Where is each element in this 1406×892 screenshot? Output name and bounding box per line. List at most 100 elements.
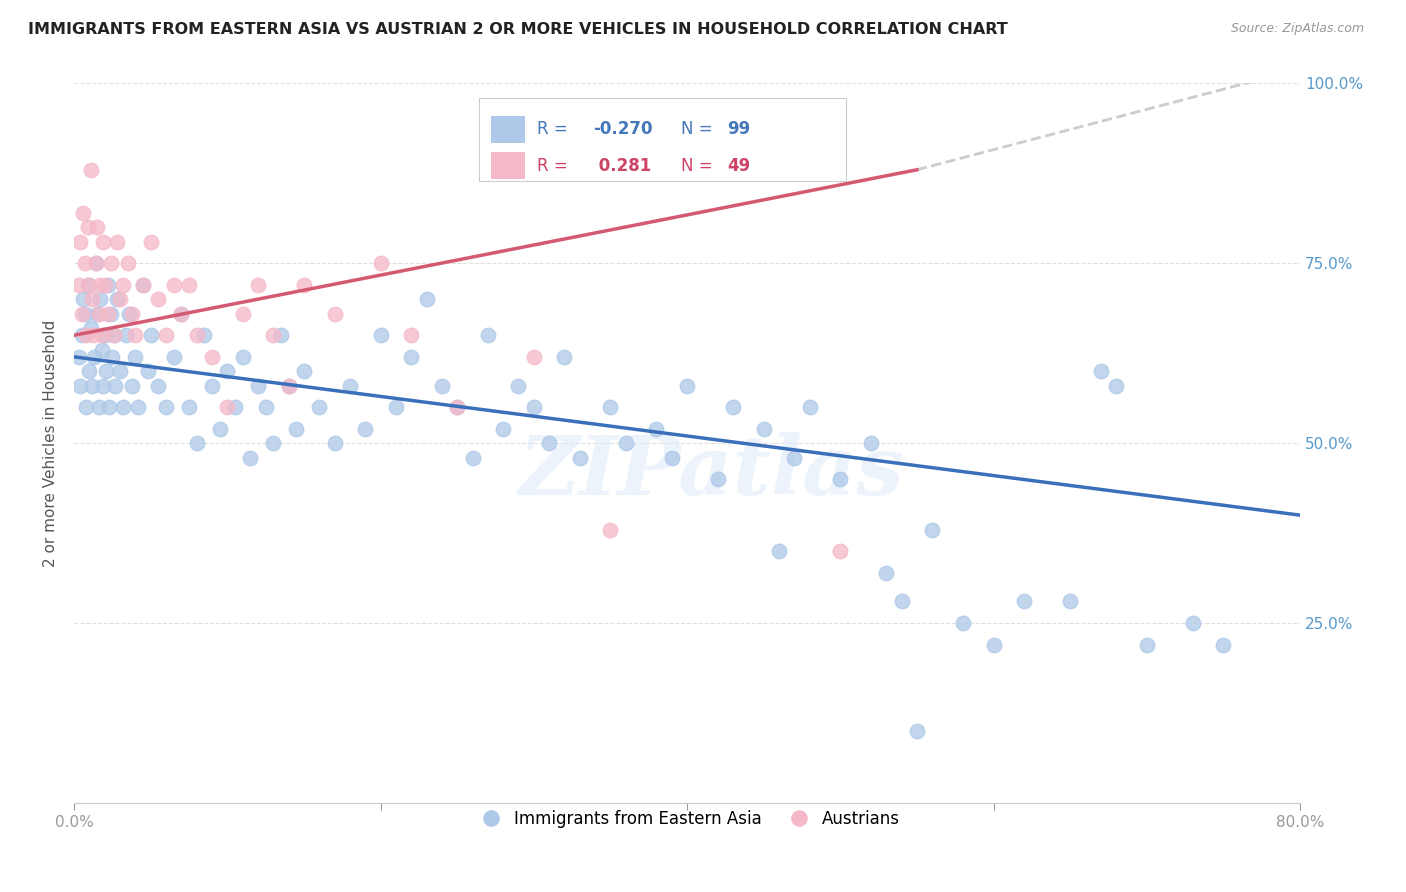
Point (177, 277, 200, 292)
Point (83, 328, 105, 343)
Point (124, 350, 146, 364)
Point (84, 256, 107, 270)
Point (201, 350, 224, 364)
Point (277, 378, 299, 392)
Point (132, 277, 155, 292)
Y-axis label: 2 or more Vehicles in Household: 2 or more Vehicles in Household (44, 319, 58, 566)
Point (323, 307, 346, 321)
Point (82, 293, 104, 307)
Point (100, 307, 122, 321)
Point (163, 277, 186, 292)
Point (93, 277, 115, 292)
Point (875, 566, 897, 580)
Point (86, 307, 108, 321)
Point (84, 256, 107, 270)
Point (201, 378, 224, 392)
Point (370, 328, 392, 343)
Text: 0.281: 0.281 (593, 157, 651, 175)
Point (163, 350, 186, 364)
Point (115, 328, 138, 343)
Point (292, 364, 315, 378)
Point (83, 350, 105, 364)
Point (508, 378, 530, 392)
Point (721, 401, 744, 415)
Point (72, 293, 94, 307)
Point (523, 350, 546, 364)
Point (93, 328, 115, 343)
Point (768, 544, 790, 558)
Point (492, 422, 515, 436)
Point (124, 328, 146, 343)
Legend: Immigrants from Eastern Asia, Austrians: Immigrants from Eastern Asia, Austrians (468, 803, 907, 834)
Point (127, 401, 149, 415)
Point (155, 328, 177, 343)
Point (91, 378, 114, 392)
Point (155, 401, 177, 415)
Point (461, 450, 484, 465)
Point (100, 256, 122, 270)
Point (523, 401, 546, 415)
Point (112, 277, 135, 292)
Point (1012, 594, 1035, 608)
Point (91, 235, 114, 249)
Point (193, 328, 215, 343)
Point (599, 401, 621, 415)
FancyBboxPatch shape (491, 152, 526, 179)
Point (70, 328, 93, 343)
Point (1059, 594, 1081, 608)
Point (170, 307, 193, 321)
Point (86, 220, 108, 235)
Point (399, 328, 422, 343)
Point (799, 401, 821, 415)
Text: Source: ZipAtlas.com: Source: ZipAtlas.com (1230, 22, 1364, 36)
FancyBboxPatch shape (478, 98, 846, 180)
Point (246, 277, 269, 292)
Point (90, 343, 112, 357)
Point (232, 350, 254, 364)
Point (1090, 364, 1112, 378)
Point (75, 401, 97, 415)
Point (285, 422, 308, 436)
Point (385, 401, 408, 415)
Point (308, 401, 330, 415)
Point (538, 436, 561, 450)
Point (108, 364, 131, 378)
Point (645, 422, 668, 436)
Point (752, 422, 775, 436)
Point (104, 378, 127, 392)
Point (101, 350, 124, 364)
Point (277, 378, 299, 392)
Point (232, 307, 254, 321)
Text: IMMIGRANTS FROM EASTERN ASIA VS AUSTRIAN 2 OR MORE VEHICLES IN HOUSEHOLD CORRELA: IMMIGRANTS FROM EASTERN ASIA VS AUSTRIAN… (28, 22, 1008, 37)
Text: 49: 49 (727, 157, 751, 175)
Text: N =: N = (681, 157, 718, 175)
Point (614, 436, 637, 450)
Point (446, 401, 468, 415)
Point (136, 364, 159, 378)
Point (1181, 616, 1204, 631)
Point (208, 422, 231, 436)
Point (1212, 638, 1234, 652)
Point (105, 235, 128, 249)
Point (67, 350, 90, 364)
Point (90, 328, 112, 343)
Point (112, 401, 135, 415)
Point (117, 256, 139, 270)
Point (77, 220, 100, 235)
Point (139, 235, 162, 249)
Point (70, 307, 93, 321)
Point (87, 307, 110, 321)
Point (132, 277, 155, 292)
Point (82, 378, 104, 392)
Point (292, 277, 315, 292)
Point (67, 277, 90, 292)
Point (859, 436, 882, 450)
Point (98, 401, 121, 415)
Text: N =: N = (681, 120, 718, 138)
Point (399, 350, 422, 364)
Point (79, 364, 101, 378)
Point (97, 307, 120, 321)
Point (105, 293, 128, 307)
Point (148, 293, 170, 307)
Point (69, 235, 91, 249)
